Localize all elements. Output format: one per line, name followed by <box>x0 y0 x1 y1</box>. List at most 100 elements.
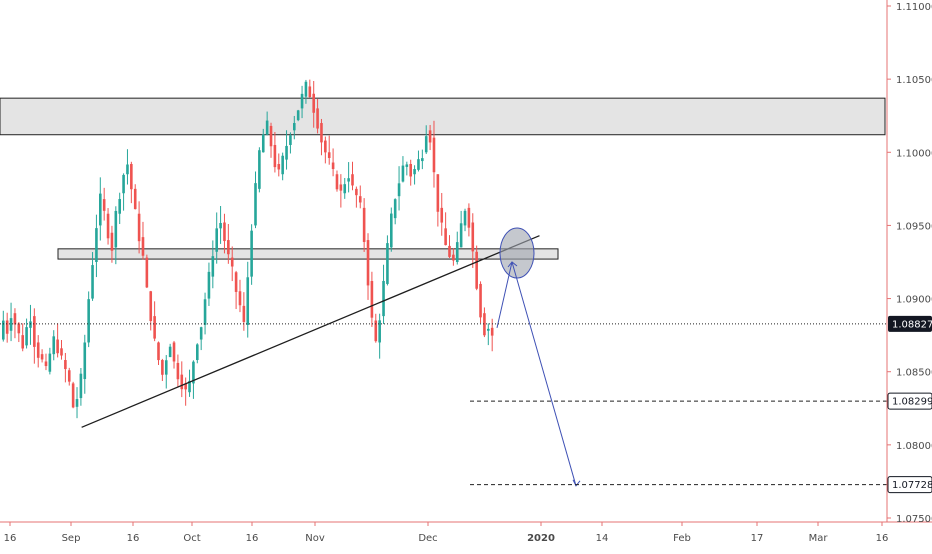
candle-body <box>436 174 440 212</box>
candle-body <box>21 335 24 349</box>
candle-body <box>452 254 455 261</box>
candle <box>475 245 478 291</box>
x-tick-label: 16 <box>127 533 140 544</box>
candle-body <box>370 281 374 318</box>
candle-body <box>17 323 21 334</box>
candle-body <box>475 251 478 289</box>
candle <box>71 381 75 409</box>
candle-body <box>390 213 393 248</box>
candle <box>192 360 195 399</box>
candle <box>118 192 121 225</box>
candle-body <box>67 370 71 382</box>
candle <box>362 198 366 252</box>
candle <box>324 136 327 164</box>
candle <box>207 262 211 306</box>
x-tick-label: Sep <box>62 533 81 544</box>
candle <box>351 161 354 191</box>
candle-body <box>428 130 432 143</box>
candle-body <box>5 320 9 334</box>
candle-body <box>2 320 5 340</box>
candle-body <box>483 313 486 336</box>
candle-body <box>188 380 191 393</box>
candle-body <box>293 123 296 131</box>
candle <box>157 341 160 365</box>
candle-body <box>487 328 490 331</box>
drawings-layer <box>81 227 581 487</box>
candle-body <box>64 360 67 370</box>
candle-body <box>444 228 447 246</box>
candle <box>141 221 145 260</box>
candle-body <box>145 257 149 288</box>
projection-arrowhead <box>572 479 581 487</box>
candle-body <box>296 110 300 121</box>
candle <box>242 292 246 331</box>
candle-body <box>215 228 218 252</box>
candle-body <box>250 230 253 277</box>
candle <box>56 323 59 358</box>
candle-body <box>490 327 494 336</box>
candle <box>405 161 409 176</box>
candle-body <box>324 140 327 153</box>
candle-body <box>161 360 164 375</box>
candle-body <box>421 158 424 162</box>
candle-body <box>79 373 83 399</box>
candle <box>199 326 203 351</box>
candle <box>293 115 296 140</box>
candle-body <box>254 183 257 226</box>
candle <box>52 330 56 361</box>
candle-body <box>246 277 250 325</box>
candle-body <box>343 184 347 194</box>
y-tick-label: 1.08500 <box>896 368 932 379</box>
candle <box>219 206 222 244</box>
candle <box>2 310 5 342</box>
candle <box>203 292 207 335</box>
price-tag-1 <box>888 315 932 332</box>
candle-body <box>265 120 269 135</box>
candle-body <box>413 169 416 175</box>
candle <box>196 343 199 364</box>
candle <box>44 353 48 371</box>
candle <box>358 185 362 209</box>
candle-body <box>207 271 211 299</box>
candle <box>390 207 393 252</box>
candle <box>21 323 24 352</box>
candle <box>382 264 385 325</box>
candle <box>122 173 125 211</box>
candle <box>467 203 471 237</box>
candle-body <box>316 108 319 129</box>
candle <box>234 270 238 310</box>
candles-layer <box>2 79 494 419</box>
candle-body <box>141 237 145 256</box>
candle-body <box>234 272 238 292</box>
candle-body <box>258 150 261 189</box>
projection-path <box>496 261 577 486</box>
candle-body <box>331 162 335 170</box>
price-tag-3 <box>887 476 932 494</box>
candle-body <box>196 344 199 361</box>
candle <box>320 118 323 156</box>
candle <box>440 192 444 236</box>
candle <box>110 225 114 263</box>
candle <box>106 208 110 245</box>
candle-body <box>351 174 354 186</box>
candle <box>75 387 79 419</box>
candle <box>254 171 257 229</box>
candle-body <box>467 207 471 228</box>
candle-body <box>40 354 44 360</box>
candle <box>258 147 261 193</box>
x-tick-label: 2020 <box>527 533 555 544</box>
candle <box>432 120 436 188</box>
candle <box>355 186 358 208</box>
price-tag-2 <box>887 392 932 410</box>
candle-body <box>355 188 358 196</box>
candle-body <box>382 280 385 317</box>
candle-body <box>339 184 343 191</box>
candle <box>5 312 9 343</box>
candle <box>343 177 347 199</box>
x-tick-label: Mar <box>809 533 829 544</box>
candle-body <box>180 374 184 390</box>
candle <box>459 210 463 248</box>
